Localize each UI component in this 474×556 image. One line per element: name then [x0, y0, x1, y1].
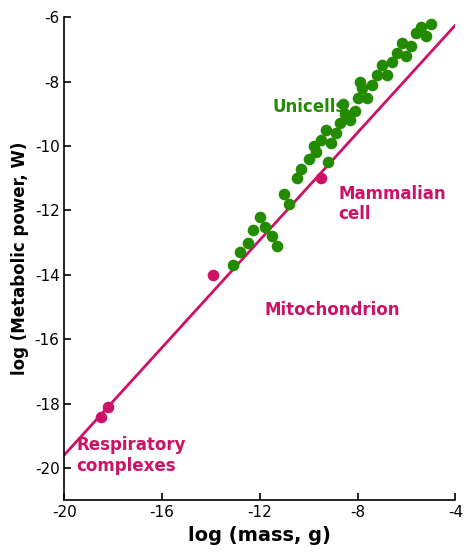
Point — [312, 148, 320, 157]
Point — [310, 142, 318, 151]
X-axis label: log (mass, g): log (mass, g) — [189, 526, 331, 545]
Point — [229, 261, 237, 270]
Point — [293, 174, 301, 183]
Text: Mammalian
cell: Mammalian cell — [338, 185, 446, 224]
Point — [97, 412, 105, 421]
Point — [398, 38, 405, 47]
Point — [408, 42, 415, 51]
Point — [322, 126, 329, 135]
Text: Mitochondrion: Mitochondrion — [265, 301, 400, 319]
Point — [364, 93, 371, 102]
Point — [317, 135, 325, 144]
Point — [305, 155, 312, 163]
Point — [261, 222, 269, 231]
Point — [249, 225, 256, 234]
Point — [346, 116, 354, 125]
Point — [105, 403, 112, 411]
Point — [427, 19, 435, 28]
Point — [244, 238, 251, 247]
Point — [378, 61, 386, 70]
Point — [354, 93, 361, 102]
Point — [374, 71, 381, 80]
Point — [422, 32, 430, 41]
Point — [298, 164, 305, 173]
Point — [403, 51, 410, 60]
Point — [327, 138, 335, 147]
Point — [368, 80, 376, 89]
Point — [342, 110, 349, 118]
Y-axis label: log (Metabolic power, W): log (Metabolic power, W) — [11, 142, 29, 375]
Point — [268, 232, 276, 241]
Point — [339, 100, 346, 108]
Point — [256, 212, 264, 221]
Point — [383, 71, 391, 80]
Point — [210, 270, 217, 279]
Point — [332, 128, 339, 137]
Point — [317, 174, 325, 183]
Point — [388, 58, 396, 67]
Text: Unicells: Unicells — [272, 98, 346, 116]
Point — [237, 248, 244, 257]
Point — [412, 29, 420, 38]
Point — [351, 106, 359, 115]
Point — [356, 77, 364, 86]
Point — [325, 158, 332, 167]
Point — [285, 200, 293, 208]
Point — [281, 190, 288, 199]
Point — [417, 22, 425, 31]
Point — [273, 241, 281, 250]
Text: Respiratory
complexes: Respiratory complexes — [77, 436, 186, 475]
Point — [337, 119, 344, 128]
Point — [359, 83, 366, 92]
Point — [393, 48, 401, 57]
